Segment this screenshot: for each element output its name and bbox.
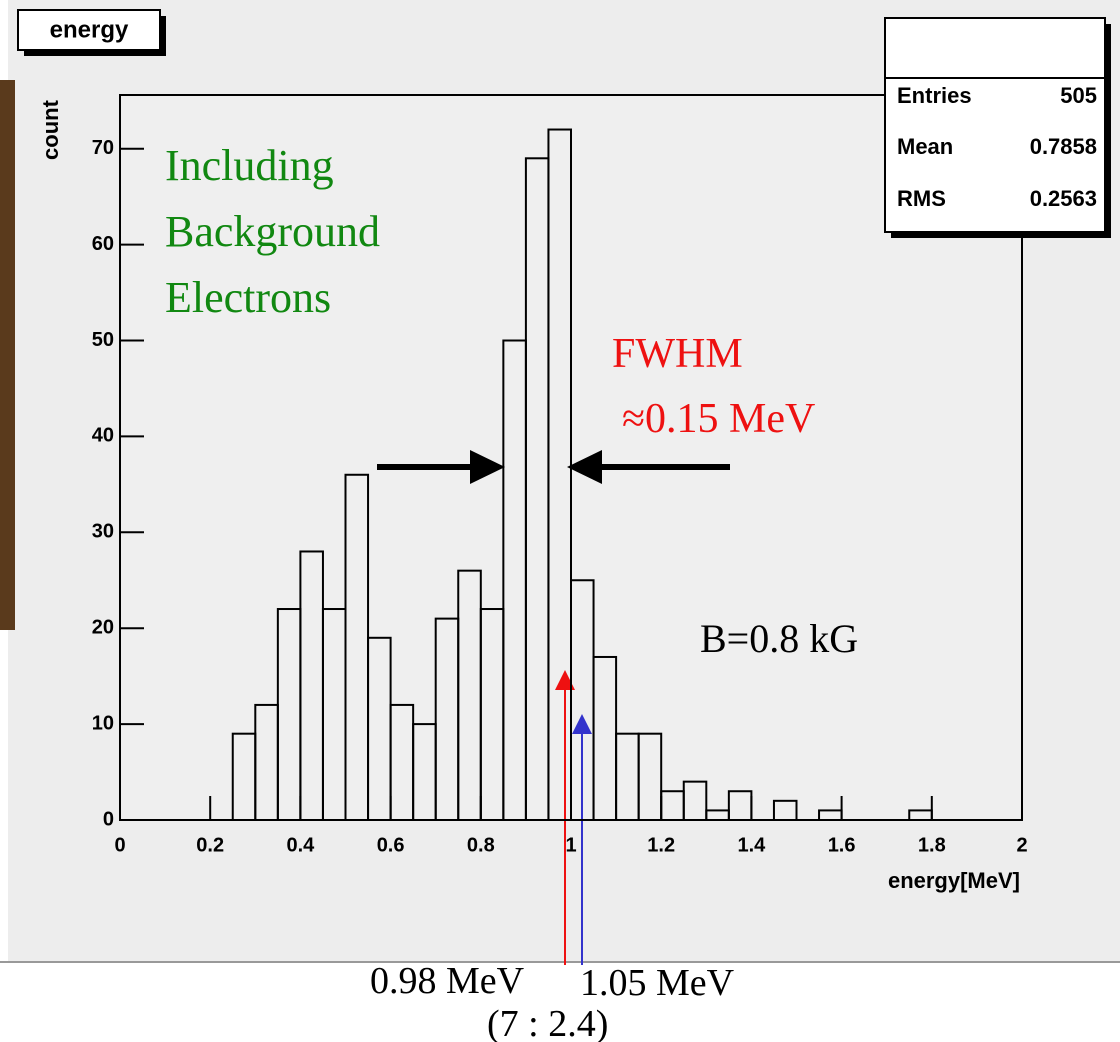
- chart-title: energy: [50, 16, 129, 43]
- y-tick-label: 10: [92, 712, 114, 734]
- annotation: ≈0.15 MeV: [622, 396, 815, 442]
- annotation: (7 : 2.4): [487, 1003, 608, 1042]
- y-axis-label: count: [38, 99, 63, 160]
- annotation: Background: [165, 207, 380, 256]
- stats-value: 0.2563: [1030, 186, 1097, 211]
- stats-value: 0.7858: [1030, 134, 1097, 159]
- blue-arrow-head: [572, 714, 592, 734]
- annotation: 1.05 MeV: [580, 962, 735, 1004]
- y-tick-label: 60: [92, 233, 114, 255]
- x-tick-label: 0.6: [377, 834, 405, 856]
- x-tick-label: 1: [565, 834, 576, 856]
- histogram-bar: [818, 809, 843, 821]
- histogram-bar: [637, 732, 663, 822]
- annotation: Including: [165, 141, 334, 190]
- x-tick-label: 1.8: [918, 834, 946, 856]
- x-tick-label: 0.8: [467, 834, 495, 856]
- histogram-bar: [547, 128, 573, 821]
- histogram-bar: [772, 799, 798, 822]
- histogram-bar: [908, 809, 933, 821]
- y-tick-label: 0: [103, 808, 114, 830]
- stats-label: Entries: [897, 83, 972, 108]
- y-tick-label: 20: [92, 616, 114, 638]
- stats-label: Mean: [897, 134, 953, 159]
- background-strip: [0, 80, 15, 630]
- annotation: 0.98 MeV: [370, 960, 525, 1002]
- stats-value: 505: [1060, 83, 1097, 108]
- x-axis-label: energy[MeV]: [888, 868, 1020, 893]
- x-tick-label: 0: [114, 834, 125, 856]
- x-tick-label: 1.4: [737, 834, 766, 856]
- stats-box: [884, 17, 1106, 233]
- annotation: FWHM: [612, 331, 743, 377]
- red-arrow-head: [555, 670, 575, 690]
- annotation: Electrons: [165, 273, 331, 322]
- x-tick-label: 1.2: [647, 834, 675, 856]
- histogram-bar: [727, 790, 753, 822]
- stats-label: RMS: [897, 186, 946, 211]
- x-tick-label: 0.2: [196, 834, 224, 856]
- arrow-head: [470, 450, 505, 484]
- annotation: B=0.8 kG: [700, 616, 858, 661]
- x-tick-label: 2: [1016, 834, 1027, 856]
- histogram-bar: [682, 780, 708, 821]
- fwhm-arrows: [377, 450, 730, 484]
- title-box: [17, 9, 161, 51]
- x-tick-label: 0.4: [286, 834, 315, 856]
- arrow-head: [567, 450, 602, 484]
- y-tick-label: 50: [92, 329, 114, 351]
- y-tick-label: 40: [92, 425, 114, 447]
- y-tick-label: 30: [92, 521, 114, 543]
- y-tick-label: 70: [92, 137, 114, 159]
- x-tick-label: 1.6: [828, 834, 856, 856]
